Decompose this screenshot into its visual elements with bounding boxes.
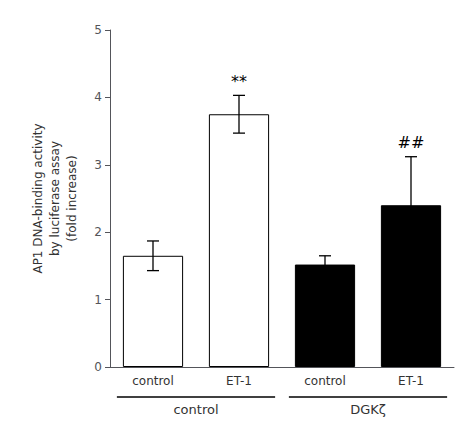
svg-text:**: ** [231, 72, 247, 91]
svg-text:DGKζ: DGKζ [350, 402, 386, 417]
svg-text:5: 5 [94, 23, 102, 37]
svg-text:ET-1: ET-1 [226, 374, 252, 388]
svg-text:2: 2 [94, 225, 102, 239]
svg-text:control: control [304, 374, 346, 388]
svg-text:##: ## [398, 133, 425, 152]
svg-text:control: control [173, 402, 218, 417]
svg-text:(fold increase): (fold increase) [65, 155, 79, 241]
svg-text:control: control [132, 374, 174, 388]
svg-text:4: 4 [94, 90, 102, 104]
svg-text:AP1 DNA-binding activity: AP1 DNA-binding activity [31, 123, 45, 273]
svg-text:0: 0 [94, 360, 102, 374]
svg-text:1: 1 [94, 293, 102, 307]
svg-text:by luciferase assay: by luciferase assay [48, 141, 62, 256]
svg-text:ET-1: ET-1 [398, 374, 424, 388]
svg-text:3: 3 [94, 158, 102, 172]
